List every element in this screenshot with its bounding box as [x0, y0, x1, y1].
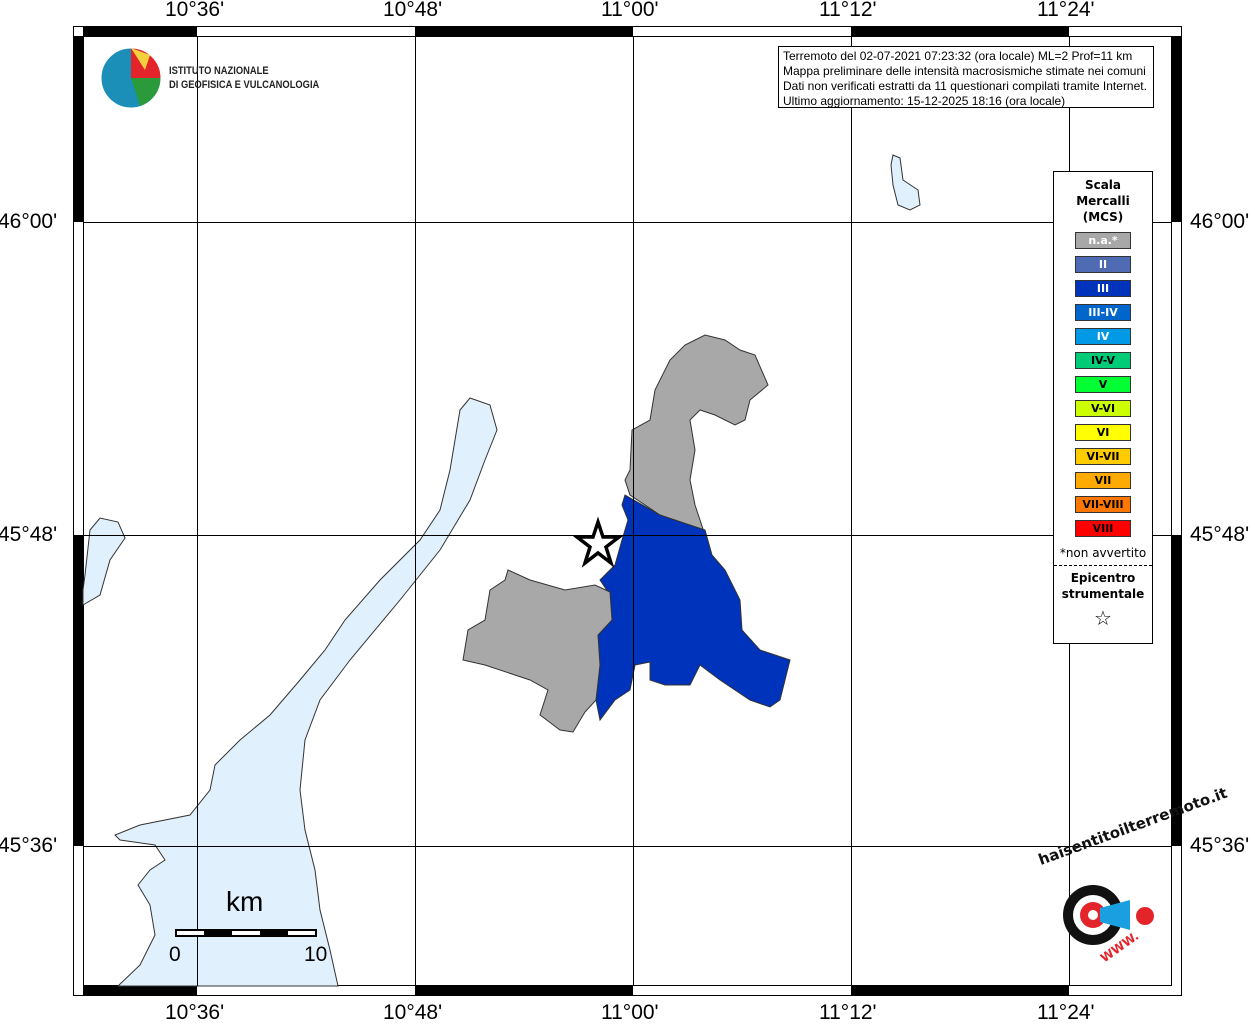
municipalities — [462, 334, 791, 733]
lake-garda — [114, 397, 498, 987]
legend-epicenter-label: Epicentro strumentale — [1054, 570, 1152, 602]
scale-bar — [175, 929, 317, 937]
legend-divider — [1054, 565, 1152, 566]
x-tick-bottom: 10°48' — [383, 1001, 443, 1024]
legend-epicenter-line: strumentale — [1061, 587, 1145, 601]
legend-swatch: IV-V — [1075, 352, 1131, 369]
legend-swatch: VI — [1075, 424, 1131, 441]
y-tick-left: 46°00' — [0, 210, 58, 233]
legend-swatch: VII — [1075, 472, 1131, 489]
haisentito-logo-icon — [1063, 885, 1154, 945]
x-tick-bottom: 11°00' — [601, 1001, 659, 1024]
legend-swatch: VII-VIII — [1075, 496, 1131, 513]
scale-start: 0 — [169, 943, 181, 966]
x-tick-bottom: 10°36' — [165, 1001, 225, 1024]
legend-title-line: Scala — [1084, 178, 1122, 192]
legend-swatch: III — [1075, 280, 1131, 297]
legend-title: Scala Mercalli (MCS) — [1054, 177, 1152, 225]
x-tick-top: 10°48' — [383, 0, 443, 21]
legend-swatch: n.a.* — [1075, 232, 1131, 249]
x-tick-top: 11°00' — [601, 0, 659, 21]
y-tick-right: 45°48' — [1190, 523, 1250, 546]
frame-bars — [73, 26, 1182, 996]
legend-note: *non avvertito — [1059, 546, 1147, 560]
ingv-logo-text: ISTITUTO NAZIONALE DI GEOFISICA E VULCAN… — [169, 64, 319, 92]
legend-swatch: III-IV — [1075, 304, 1131, 321]
scale-end: 10 — [304, 943, 328, 966]
municipality-intensity-III — [595, 494, 791, 722]
legend-epicenter-line: Epicentro — [1070, 571, 1136, 585]
y-tick-left: 45°48' — [0, 523, 58, 546]
legend-swatch: II — [1075, 256, 1131, 273]
legend-swatch: VI-VII — [1075, 448, 1131, 465]
x-tick-top: 11°12' — [819, 0, 877, 21]
legend-swatches: n.a.* II III III-IV IV IV-V V V-VI VI VI-VII VII VI… — [1054, 232, 1152, 537]
lake-north — [890, 154, 921, 211]
y-tick-right: 45°36' — [1190, 834, 1250, 857]
lakes — [82, 154, 921, 987]
legend-title-line: (MCS) — [1082, 210, 1124, 224]
info-line: Dati non verificati estratti da 11 quest… — [783, 79, 1147, 93]
legend-swatch: V — [1075, 376, 1131, 393]
x-tick-bottom: 11°12' — [819, 1001, 877, 1024]
municipality-not-felt-southwest — [462, 569, 613, 733]
y-tick-right: 46°00' — [1190, 210, 1250, 233]
legend-title-line: Mercalli — [1076, 194, 1130, 208]
ingv-logo-icon — [100, 47, 162, 109]
y-tick-left: 45°36' — [0, 834, 58, 857]
x-tick-top: 10°36' — [165, 0, 225, 21]
info-line: Terremoto del 02-07-2021 07:23:32 (ora l… — [783, 49, 1133, 63]
x-tick-bottom: 11°24' — [1037, 1001, 1095, 1024]
lake-west — [82, 517, 126, 606]
x-tick-top: 11°24' — [1037, 0, 1095, 21]
legend: Scala Mercalli (MCS) n.a.* II III III-IV IV I… — [1053, 171, 1153, 644]
info-line: Ultimo aggiornamento: 15-12-2025 18:16 (… — [783, 94, 1066, 108]
logo-line: DI GEOFISICA E VULCANOLOGIA — [169, 79, 320, 91]
legend-swatch: V-VI — [1075, 400, 1131, 417]
logo-line: ISTITUTO NAZIONALE — [169, 65, 269, 77]
legend-star-icon: ☆ — [1094, 606, 1112, 630]
scale-unit: km — [226, 886, 264, 917]
legend-swatch: VIII — [1075, 520, 1131, 537]
epicenter-star-icon — [571, 516, 625, 568]
legend-swatch: IV — [1075, 328, 1131, 345]
earthquake-info-box: Terremoto del 02-07-2021 07:23:32 (ora l… — [778, 46, 1154, 108]
info-line: Mappa preliminare delle intensità macros… — [783, 64, 1146, 78]
